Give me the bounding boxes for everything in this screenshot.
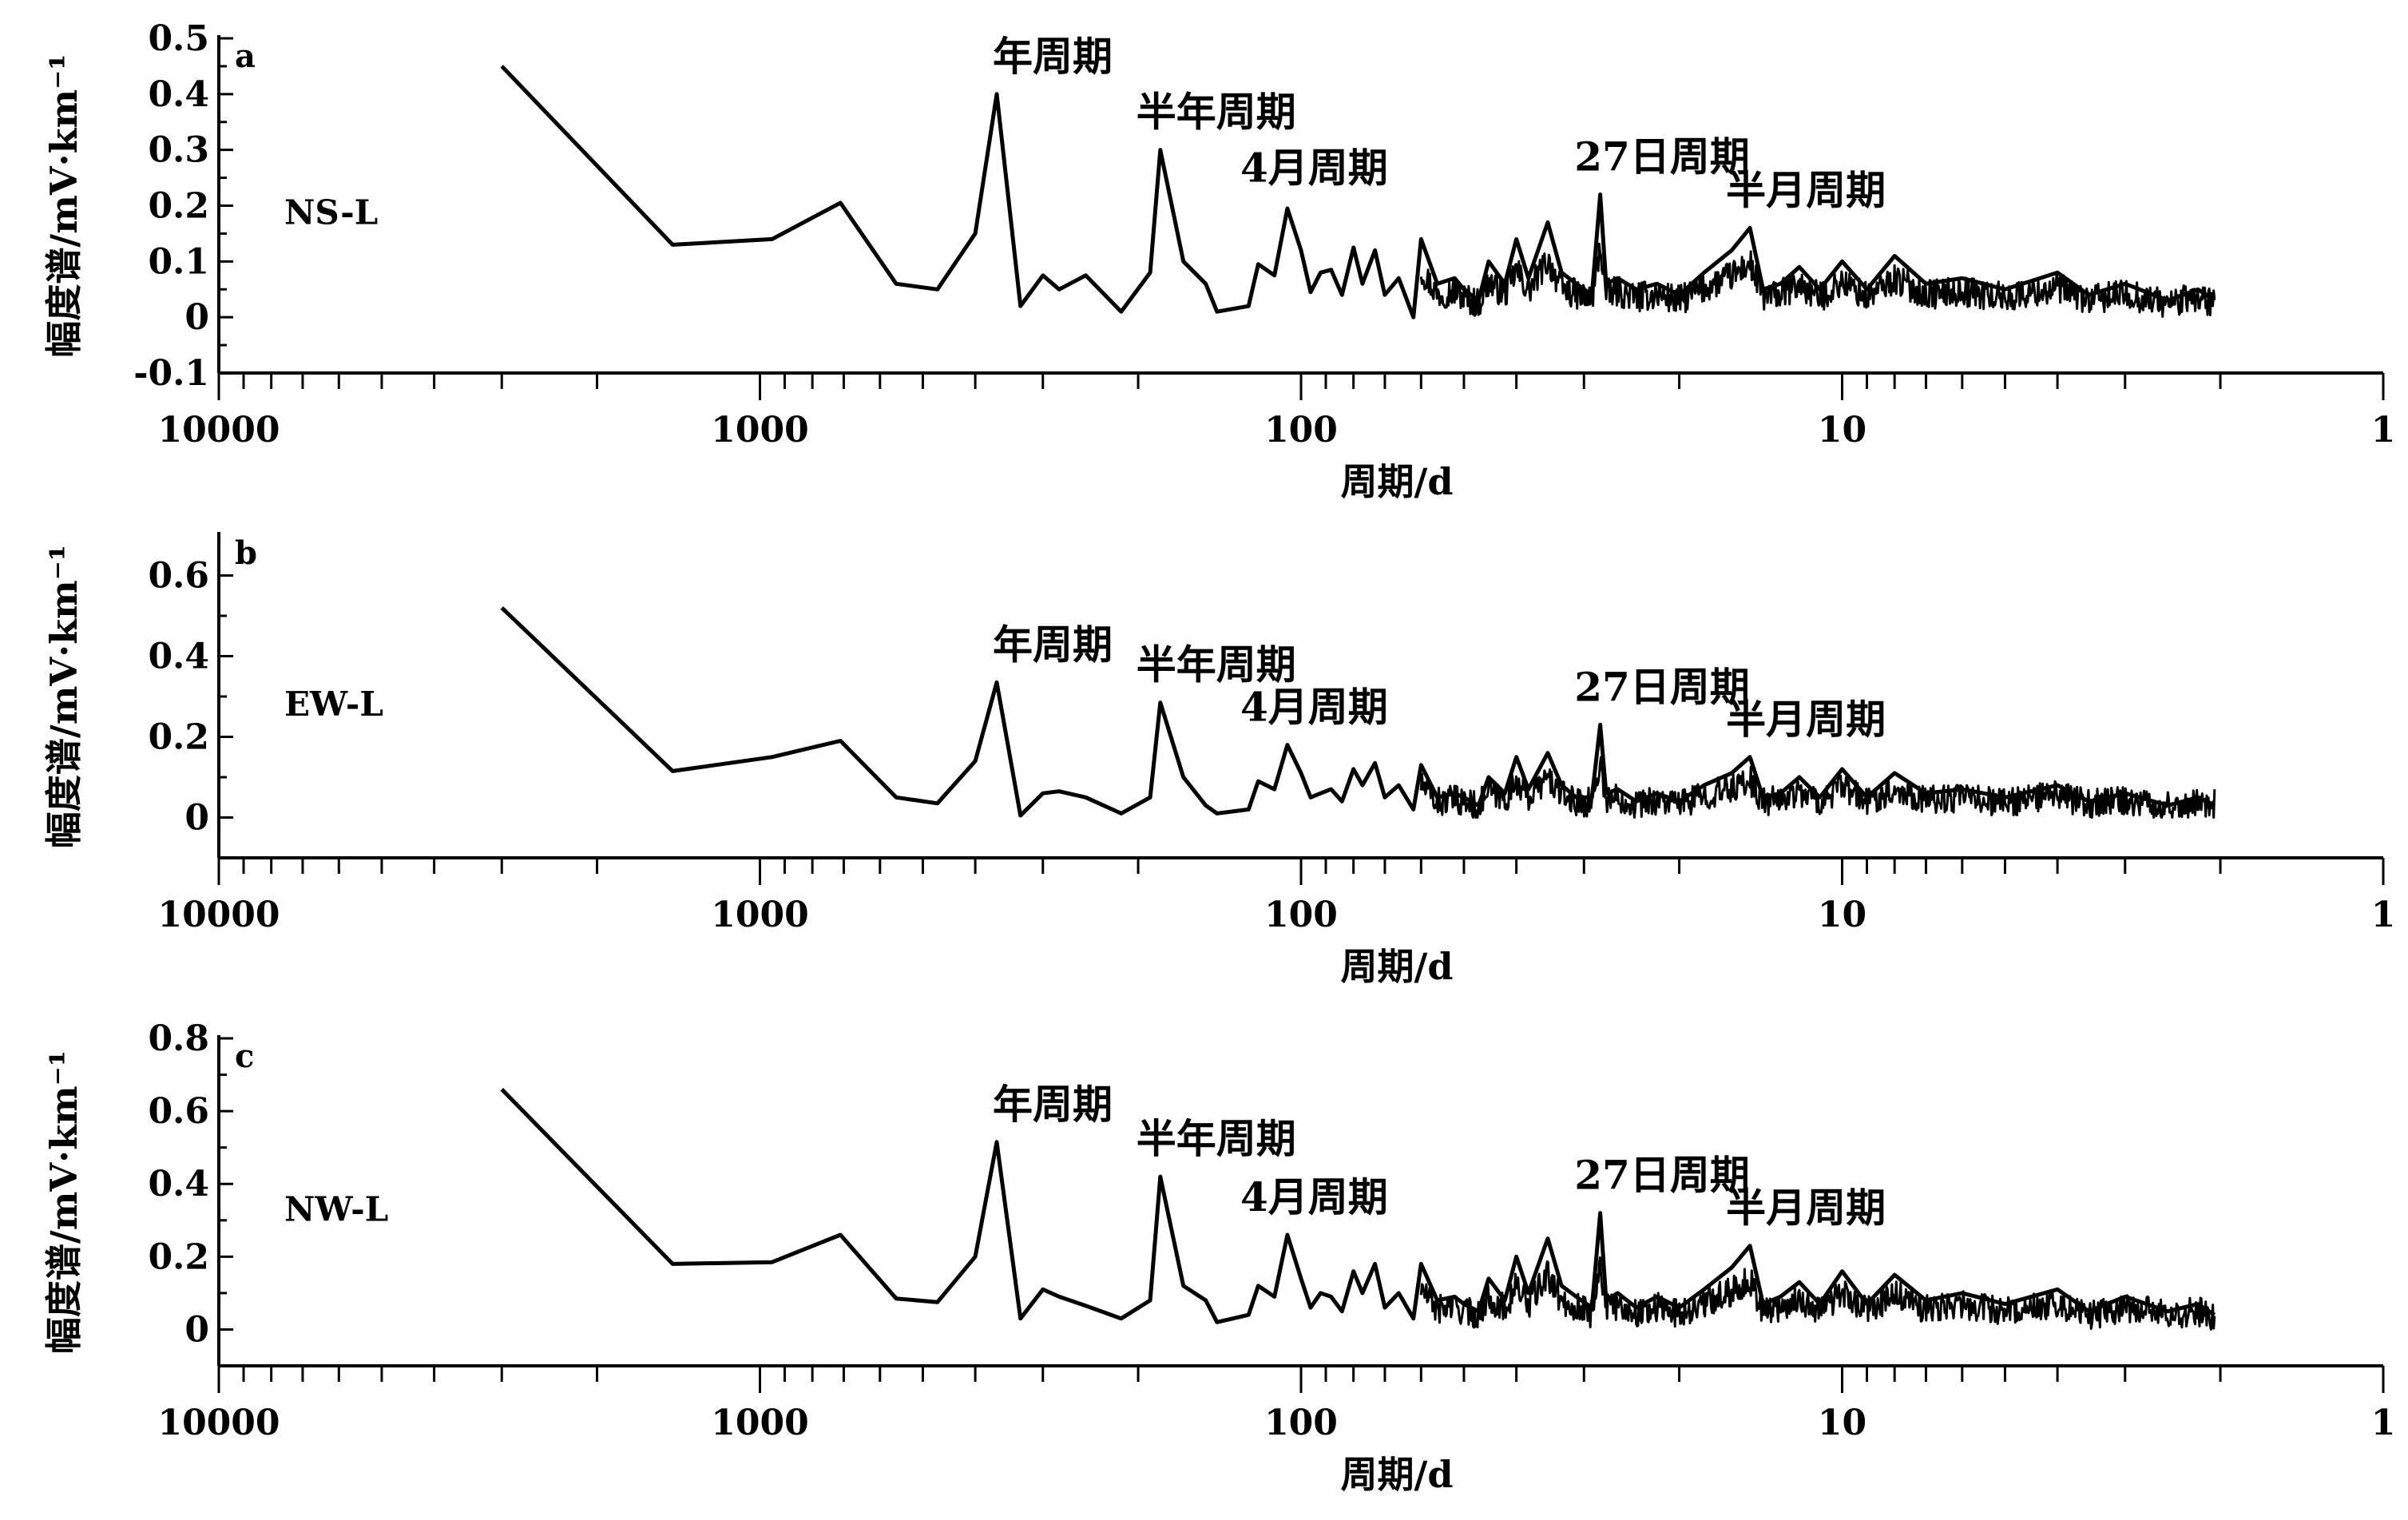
- peak-annotation: 年周期: [993, 621, 1113, 668]
- x-tick-label: 10: [1818, 895, 1866, 935]
- peak-annotation: 27日周期: [1574, 133, 1750, 181]
- chart-panel-b: 0 0.2 0.4 0.6 10000 1000 100 10 1 周期/d 幅度谱/mV·km⁻¹…: [0, 506, 2408, 1013]
- x-tick-label: 10: [1818, 1403, 1866, 1443]
- peak-annotation: 半月周期: [1726, 1185, 1886, 1232]
- spectrum-noise: [1419, 756, 2216, 819]
- x-tick-label: 1000: [711, 1403, 808, 1443]
- x-tick-label: 1000: [711, 895, 808, 935]
- x-tick-label: 100: [1264, 410, 1338, 450]
- y-axis-title: 幅度谱/mV·km⁻¹: [42, 1050, 85, 1354]
- y-tick-label: 0: [184, 798, 209, 839]
- y-tick-label: 0.1: [148, 241, 209, 282]
- x-axis-title: 周期/d: [1341, 1453, 1454, 1496]
- panel-letter: c: [235, 1038, 254, 1075]
- x-axis-title: 周期/d: [1341, 460, 1454, 503]
- peak-annotation: 4月周期: [1240, 1173, 1388, 1220]
- peak-annotation: 年周期: [993, 33, 1113, 80]
- chart-panel-a: -0.1 0 0.1 0.2 0.3 0.4 0.5 10000 1000 100 10 1 周期/d 幅…: [0, 0, 2408, 506]
- peak-annotation: 4月周期: [1240, 684, 1388, 731]
- y-tick-label: 0: [184, 1309, 209, 1350]
- x-tick-label: 10000: [157, 1403, 280, 1443]
- series-name: EW-L: [284, 685, 383, 724]
- y-tick-label: 0.2: [148, 717, 209, 758]
- spectrum-noise: [1419, 242, 2216, 318]
- x-tick-label: 10: [1818, 410, 1866, 450]
- y-axis-title: 幅度谱/mV·km⁻¹: [42, 545, 85, 848]
- y-axis-title: 幅度谱/mV·km⁻¹: [42, 54, 85, 357]
- peak-annotation: 年周期: [993, 1081, 1113, 1128]
- y-tick-label: 0.2: [148, 186, 209, 227]
- y-tick-label: 0.6: [148, 556, 209, 597]
- chart-a-svg: -0.1 0 0.1 0.2 0.3 0.4 0.5 10000 1000 100 10 1 周期/d 幅…: [42, 18, 2396, 503]
- x-axis-title: 周期/d: [1341, 945, 1454, 988]
- chart-c-svg: 0 0.2 0.4 0.6 0.8 10000 1000 100 10 1 周期/d 幅度谱/mV·k…: [42, 1018, 2396, 1496]
- peak-annotation: 27日周期: [1574, 663, 1750, 710]
- x-tick-label: 10000: [157, 895, 280, 935]
- x-tick-label: 10000: [157, 410, 280, 450]
- chart-panel-c: 0 0.2 0.4 0.6 0.8 10000 1000 100 10 1 周期/d 幅度谱/mV·k…: [0, 1013, 2408, 1520]
- x-tick-label: 100: [1264, 895, 1338, 935]
- y-tick-label: 0: [184, 297, 209, 338]
- y-tick-label: 0.2: [148, 1236, 209, 1277]
- y-tick-label: 0.5: [148, 18, 209, 59]
- x-tick-label: 1: [2371, 895, 2396, 935]
- x-tick-label: 1000: [711, 410, 808, 450]
- peak-annotation: 半月周期: [1726, 696, 1886, 743]
- spectrum-noise: [1419, 1256, 2216, 1331]
- peak-annotation: 半年周期: [1137, 1115, 1296, 1162]
- y-tick-label: 0.3: [148, 130, 209, 171]
- peak-annotation: 半年周期: [1137, 89, 1296, 136]
- peak-annotation: 27日周期: [1574, 1152, 1750, 1199]
- x-tick-label: 100: [1264, 1403, 1338, 1443]
- series-name: NS-L: [284, 193, 378, 232]
- series-name: NW-L: [284, 1190, 388, 1229]
- y-tick-label: -0.1: [133, 353, 209, 394]
- y-tick-label: 0.4: [148, 637, 209, 677]
- y-tick-label: 0.8: [148, 1018, 209, 1059]
- chart-b-svg: 0 0.2 0.4 0.6 10000 1000 100 10 1 周期/d 幅度谱/mV·km⁻¹…: [42, 532, 2396, 988]
- peak-annotation: 4月周期: [1240, 145, 1388, 192]
- panel-letter: b: [235, 534, 257, 572]
- panel-letter: a: [235, 38, 256, 75]
- y-tick-label: 0.6: [148, 1091, 209, 1132]
- x-tick-label: 1: [2371, 1403, 2396, 1443]
- peak-annotation: 半月周期: [1726, 166, 1886, 213]
- spectrum-line: [500, 65, 2216, 319]
- x-tick-label: 1: [2371, 410, 2396, 450]
- peak-annotation: 半年周期: [1137, 641, 1296, 689]
- y-tick-label: 0.4: [148, 1164, 209, 1204]
- y-tick-label: 0.4: [148, 74, 209, 115]
